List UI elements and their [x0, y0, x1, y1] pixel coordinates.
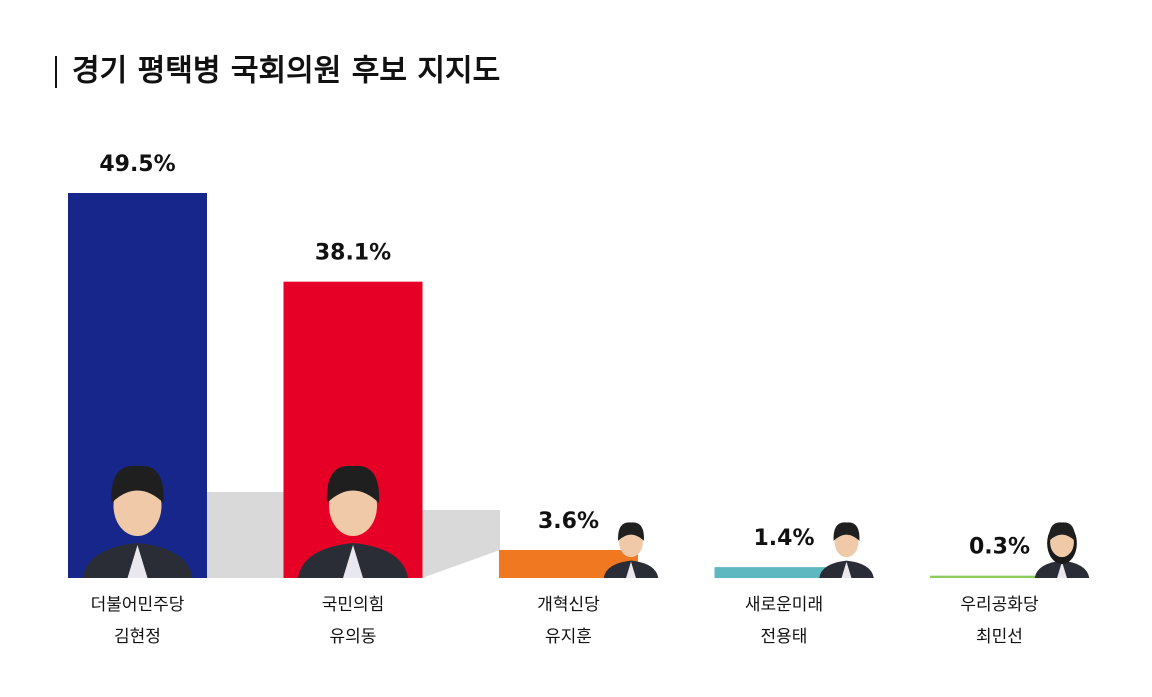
- photo-hair: [618, 522, 644, 541]
- photo-shirt: [127, 545, 148, 578]
- bar: [714, 567, 854, 578]
- candidate-label: 김현정: [114, 627, 161, 647]
- photo-shirt: [841, 561, 852, 578]
- photo-hair: [111, 465, 164, 503]
- bar: [930, 575, 1069, 578]
- photo-shirt: [1057, 561, 1067, 578]
- value-label: 1.4%: [753, 526, 814, 551]
- photo-hair: [833, 522, 860, 541]
- candidate-label: 최민선: [976, 627, 1023, 647]
- photo-hair: [1049, 522, 1075, 541]
- shadow: [422, 510, 500, 578]
- candidate-label: 전용태: [761, 627, 808, 647]
- candidate-label: 유지훈: [545, 627, 592, 647]
- value-label: 3.6%: [538, 509, 599, 534]
- candidate-photo: [819, 522, 874, 578]
- category-label: 개혁신당: [537, 595, 600, 615]
- chart-title: 경기 평택병 국회의원 후보 지지도: [72, 54, 500, 89]
- category-label: 국민의힘: [322, 595, 385, 615]
- value-label: 49.5%: [99, 152, 175, 177]
- candidate-photo: [82, 465, 193, 578]
- photo-shirt: [626, 561, 636, 578]
- candidate-label: 유의동: [330, 627, 377, 647]
- shadow: [207, 492, 285, 578]
- candidate-photo: [298, 465, 408, 578]
- category-label: 새로운미래: [745, 595, 823, 615]
- candidate-photo: [603, 522, 659, 578]
- category-label: 우리공화당: [960, 595, 1039, 615]
- photo-shirt: [343, 545, 363, 578]
- value-label: 38.1%: [315, 241, 391, 266]
- value-label: 0.3%: [969, 535, 1030, 560]
- candidate-photo: [1034, 522, 1090, 578]
- photo-hair: [326, 465, 380, 503]
- category-label: 더불어민주당: [91, 595, 185, 615]
